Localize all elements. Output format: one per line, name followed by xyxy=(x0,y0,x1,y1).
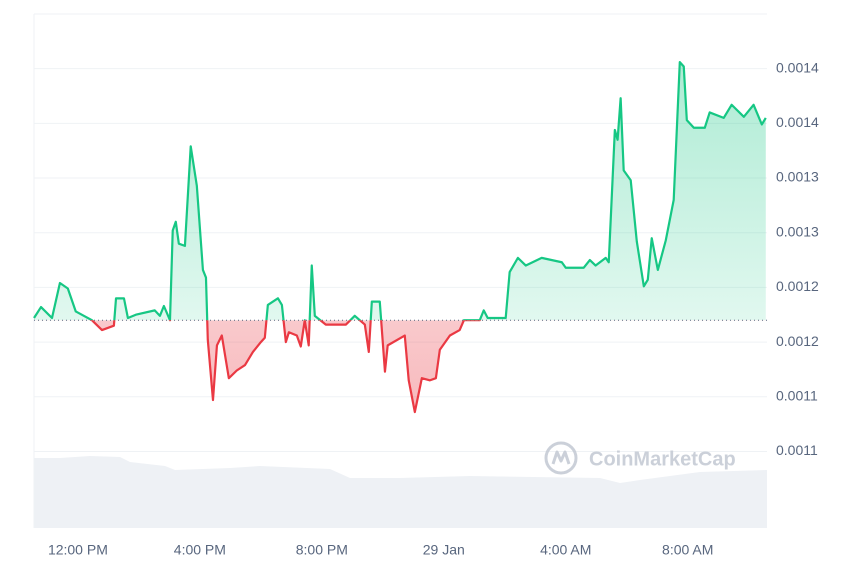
x-tick-label: 29 Jan xyxy=(423,542,465,558)
x-tick-label: 4:00 AM xyxy=(540,542,591,558)
y-tick-label: 0.0014 xyxy=(776,59,819,75)
watermark-logo xyxy=(551,450,571,465)
x-tick-label: 8:00 PM xyxy=(296,542,348,558)
x-tick-label: 4:00 PM xyxy=(174,542,226,558)
price-line-down xyxy=(89,320,481,414)
y-tick-label: 0.0012 xyxy=(776,278,819,294)
watermark: CoinMarketCap xyxy=(544,441,736,475)
y-tick-label: 0.0011 xyxy=(776,442,818,458)
y-tick-label: 0.0013 xyxy=(776,223,819,239)
x-tick-label: 8:00 AM xyxy=(662,542,713,558)
y-tick-label: 0.0014 xyxy=(776,114,819,130)
volume-area xyxy=(34,456,767,528)
watermark-logo xyxy=(544,441,578,475)
area-down xyxy=(34,320,766,413)
watermark-text: CoinMarketCap xyxy=(589,448,736,470)
series xyxy=(33,61,767,414)
price-line-up xyxy=(33,61,767,321)
y-tick-label: 0.0013 xyxy=(776,169,819,185)
area-up xyxy=(34,62,766,321)
axes: 0.0014 0.0014 0.0013 0.0013 0.0012 0.0012 0.00… xyxy=(48,59,819,557)
grid xyxy=(34,68,767,452)
y-tick-label: 0.0012 xyxy=(776,333,819,349)
y-tick-label: 0.0011 xyxy=(776,387,818,403)
x-tick-label: 12:00 PM xyxy=(48,542,108,558)
